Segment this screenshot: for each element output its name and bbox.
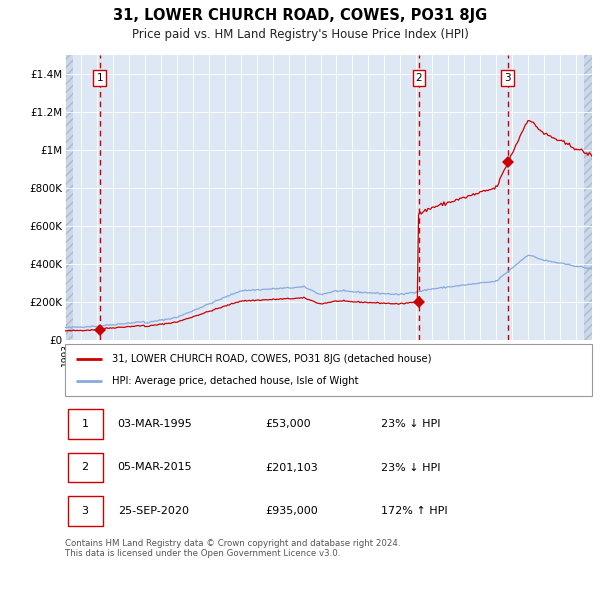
Text: Contains HM Land Registry data © Crown copyright and database right 2024.
This d: Contains HM Land Registry data © Crown c… (65, 539, 401, 558)
Text: 31, LOWER CHURCH ROAD, COWES, PO31 8JG (detached house): 31, LOWER CHURCH ROAD, COWES, PO31 8JG (… (112, 353, 432, 363)
FancyBboxPatch shape (68, 496, 103, 526)
Text: 03-MAR-1995: 03-MAR-1995 (118, 419, 193, 430)
Text: 3: 3 (82, 506, 89, 516)
Text: HPI: Average price, detached house, Isle of Wight: HPI: Average price, detached house, Isle… (112, 376, 359, 386)
Text: £935,000: £935,000 (265, 506, 318, 516)
FancyBboxPatch shape (65, 344, 592, 396)
Text: £53,000: £53,000 (265, 419, 311, 430)
FancyBboxPatch shape (68, 409, 103, 439)
Text: 3: 3 (505, 73, 511, 83)
Text: 2: 2 (82, 463, 89, 473)
Text: 1: 1 (82, 419, 89, 430)
FancyBboxPatch shape (68, 453, 103, 483)
Text: 1: 1 (97, 73, 103, 83)
Text: 23% ↓ HPI: 23% ↓ HPI (381, 463, 441, 473)
Text: 25-SEP-2020: 25-SEP-2020 (118, 506, 189, 516)
Text: £201,103: £201,103 (265, 463, 318, 473)
Text: Price paid vs. HM Land Registry's House Price Index (HPI): Price paid vs. HM Land Registry's House … (131, 28, 469, 41)
Text: 23% ↓ HPI: 23% ↓ HPI (381, 419, 441, 430)
Text: 31, LOWER CHURCH ROAD, COWES, PO31 8JG: 31, LOWER CHURCH ROAD, COWES, PO31 8JG (113, 8, 487, 23)
Bar (584, 55, 592, 340)
Bar (65, 55, 73, 340)
Text: 2: 2 (416, 73, 422, 83)
Text: 172% ↑ HPI: 172% ↑ HPI (381, 506, 448, 516)
Text: 05-MAR-2015: 05-MAR-2015 (118, 463, 193, 473)
